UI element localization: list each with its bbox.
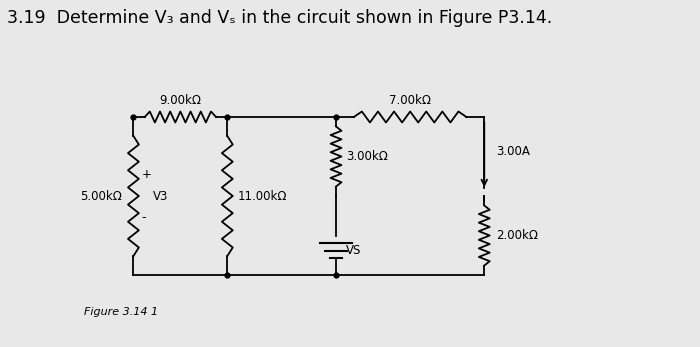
Text: 11.00kΩ: 11.00kΩ — [237, 189, 287, 203]
Text: 5.00kΩ: 5.00kΩ — [80, 189, 122, 203]
Text: 3.00kΩ: 3.00kΩ — [346, 150, 388, 163]
Text: -: - — [141, 212, 146, 225]
Text: 2.00kΩ: 2.00kΩ — [496, 229, 538, 242]
Text: 3.19  Determine V₃ and Vₛ in the circuit shown in Figure P3.14.: 3.19 Determine V₃ and Vₛ in the circuit … — [7, 9, 552, 27]
Text: 9.00kΩ: 9.00kΩ — [160, 94, 202, 107]
Text: 7.00kΩ: 7.00kΩ — [389, 94, 431, 107]
Text: VS: VS — [346, 244, 361, 257]
Text: +: + — [141, 168, 151, 180]
Text: V3: V3 — [153, 189, 169, 203]
Text: Figure 3.14 1: Figure 3.14 1 — [84, 307, 158, 317]
Text: 3.00A: 3.00A — [496, 145, 530, 158]
